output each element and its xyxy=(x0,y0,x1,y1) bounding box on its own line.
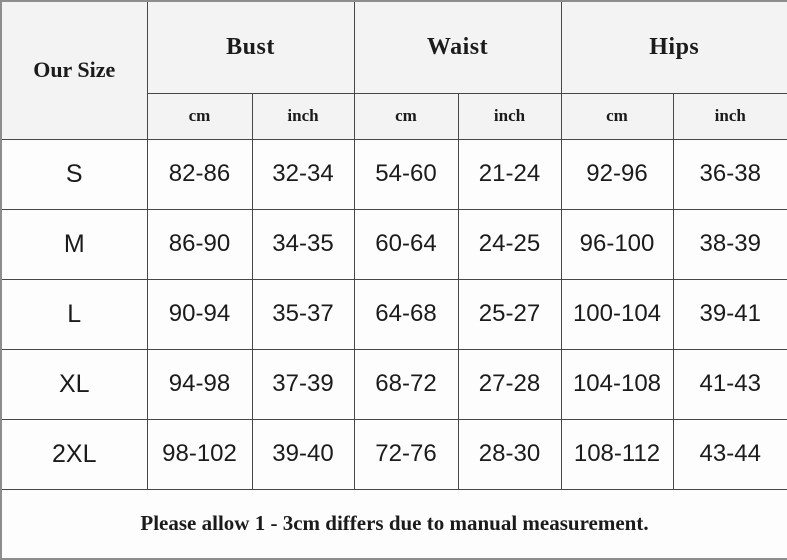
header-our-size: Our Size xyxy=(0,0,148,140)
hips-inch-value: 39-41 xyxy=(672,278,787,350)
bust-cm-value: 90-94 xyxy=(146,278,253,350)
hips-inch-value: 36-38 xyxy=(672,138,787,210)
header-hips-inch: inch xyxy=(672,92,787,140)
waist-cm-value: 54-60 xyxy=(353,138,459,210)
hips-cm-value: 108-112 xyxy=(560,418,674,490)
bust-inch-value: 35-37 xyxy=(251,278,355,350)
size-label: M xyxy=(0,208,148,280)
table-row: XL 94-98 37-39 68-72 27-28 104-108 41-43 xyxy=(0,348,787,420)
bust-cm-value: 82-86 xyxy=(146,138,253,210)
size-label: XL xyxy=(0,348,148,420)
bust-inch-value: 39-40 xyxy=(251,418,355,490)
header-hips-cm: cm xyxy=(560,92,674,140)
header-group-bust: Bust xyxy=(146,0,355,94)
size-label: S xyxy=(0,138,148,210)
header-unit-row: cm inch cm inch cm inch xyxy=(1,92,787,140)
hips-cm-value: 92-96 xyxy=(560,138,674,210)
waist-inch-value: 28-30 xyxy=(457,418,562,490)
waist-inch-value: 21-24 xyxy=(457,138,562,210)
bust-inch-value: 34-35 xyxy=(251,208,355,280)
hips-cm-value: 104-108 xyxy=(560,348,674,420)
header-group-row: Our Size Bust Waist Hips xyxy=(0,0,787,140)
hips-cm-value: 100-104 xyxy=(560,278,674,350)
header-bust-cm: cm xyxy=(146,92,253,140)
bust-cm-value: 86-90 xyxy=(146,208,253,280)
waist-inch-value: 27-28 xyxy=(457,348,562,420)
measurement-footnote: Please allow 1 - 3cm differs due to manu… xyxy=(0,488,787,560)
waist-inch-value: 25-27 xyxy=(457,278,562,350)
table-row: L 90-94 35-37 64-68 25-27 100-104 39-41 xyxy=(0,278,787,350)
waist-cm-value: 68-72 xyxy=(353,348,459,420)
size-label: L xyxy=(0,278,148,350)
waist-cm-value: 64-68 xyxy=(353,278,459,350)
table-row: 2XL 98-102 39-40 72-76 28-30 108-112 43-… xyxy=(0,418,787,490)
table-row: S 82-86 32-34 54-60 21-24 92-96 36-38 xyxy=(0,138,787,210)
header-waist-inch: inch xyxy=(457,92,562,140)
size-label: 2XL xyxy=(0,418,148,490)
header-bust-inch: inch xyxy=(251,92,355,140)
bust-cm-value: 98-102 xyxy=(146,418,253,490)
hips-cm-value: 96-100 xyxy=(560,208,674,280)
bust-inch-value: 37-39 xyxy=(251,348,355,420)
waist-inch-value: 24-25 xyxy=(457,208,562,280)
bust-cm-value: 94-98 xyxy=(146,348,253,420)
waist-cm-value: 72-76 xyxy=(353,418,459,490)
header-group-waist: Waist xyxy=(353,0,562,94)
hips-inch-value: 41-43 xyxy=(672,348,787,420)
header-waist-cm: cm xyxy=(353,92,459,140)
footnote-row: Please allow 1 - 3cm differs due to manu… xyxy=(0,488,787,560)
header-group-hips: Hips xyxy=(560,0,787,94)
waist-cm-value: 60-64 xyxy=(353,208,459,280)
hips-inch-value: 43-44 xyxy=(672,418,787,490)
table-row: M 86-90 34-35 60-64 24-25 96-100 38-39 xyxy=(0,208,787,280)
bust-inch-value: 32-34 xyxy=(251,138,355,210)
hips-inch-value: 38-39 xyxy=(672,208,787,280)
